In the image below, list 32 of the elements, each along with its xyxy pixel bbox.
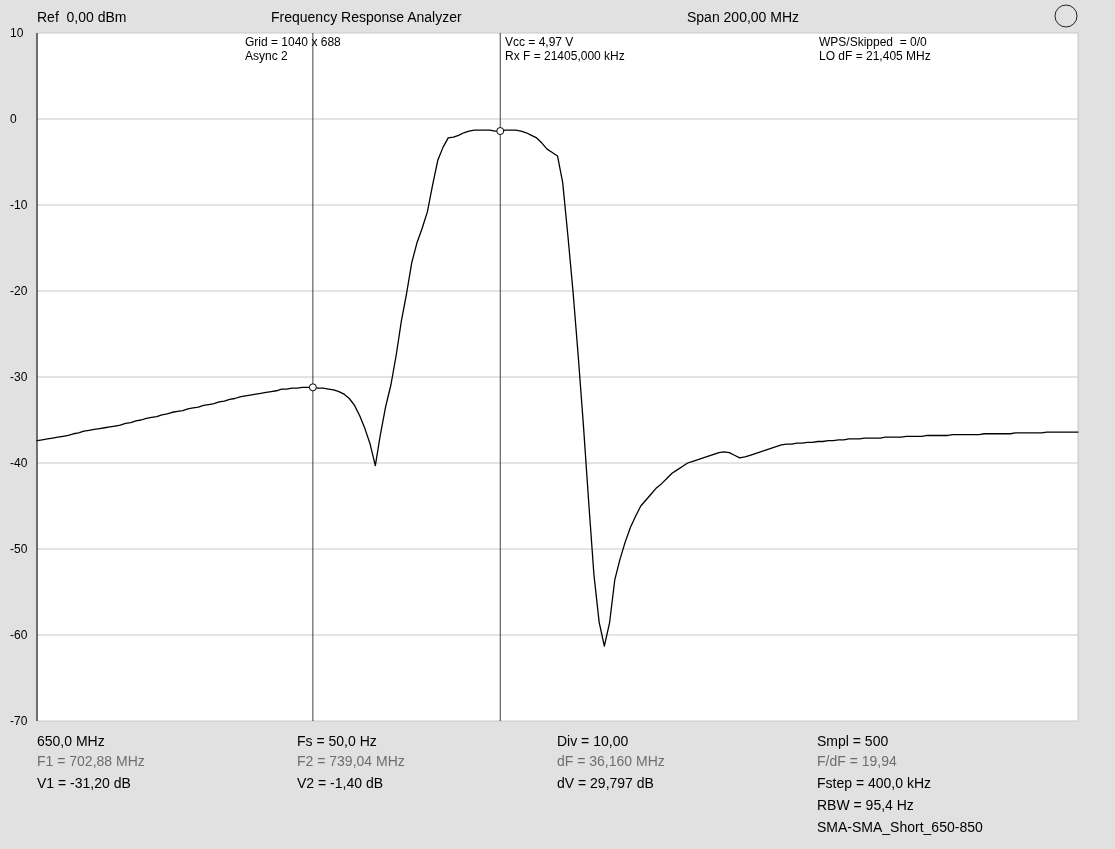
annotation: WPS/Skipped = 0/0	[819, 34, 927, 51]
y-tick-label: -40	[10, 456, 28, 470]
y-tick-label: -50	[10, 542, 28, 556]
text: SMA-SMA_Short_650-850	[817, 818, 983, 837]
y-tick-label: 0	[10, 112, 17, 126]
text: F/dF = 19,94	[817, 752, 897, 771]
y-tick-label: -30	[10, 370, 28, 384]
annotation: Grid = 1040 x 688	[245, 34, 341, 51]
y-tick-label: 10	[10, 26, 24, 40]
annotation: Async 2	[245, 48, 288, 65]
y-tick-label: -60	[10, 628, 28, 642]
text: V1 = -31,20 dB	[37, 774, 131, 793]
text: V2 = -1,40 dB	[297, 774, 384, 793]
annotation: LO dF = 21,405 MHz	[819, 49, 931, 65]
annotation: Rx F = 21405,000 kHz	[505, 48, 625, 65]
text: dV = 29,797 dB	[557, 774, 654, 793]
text: Fstep = 400,0 kHz	[817, 774, 932, 793]
y-tick-label: -10	[10, 198, 28, 212]
y-tick-label: -20	[10, 284, 28, 298]
text: RBW = 95,4 Hz	[817, 796, 914, 815]
y-tick-label: -70	[10, 714, 28, 728]
text: Ref 0,00 dBm	[37, 8, 127, 27]
chart-title: Frequency Response Analyzer	[271, 8, 462, 27]
text: 650,0 MHz	[37, 732, 105, 751]
annotation: Vcc = 4,97 V	[505, 34, 574, 51]
text: F1 = 702,88 MHz	[37, 752, 145, 771]
text: Div = 10,00	[557, 732, 629, 751]
text: Smpl = 500	[817, 732, 889, 751]
text: F2 = 739,04 MHz	[297, 752, 405, 771]
text: Fs = 50,0 Hz	[297, 732, 377, 751]
text: Span 200,00 MHz	[687, 8, 800, 27]
text: dF = 36,160 MHz	[557, 752, 665, 771]
